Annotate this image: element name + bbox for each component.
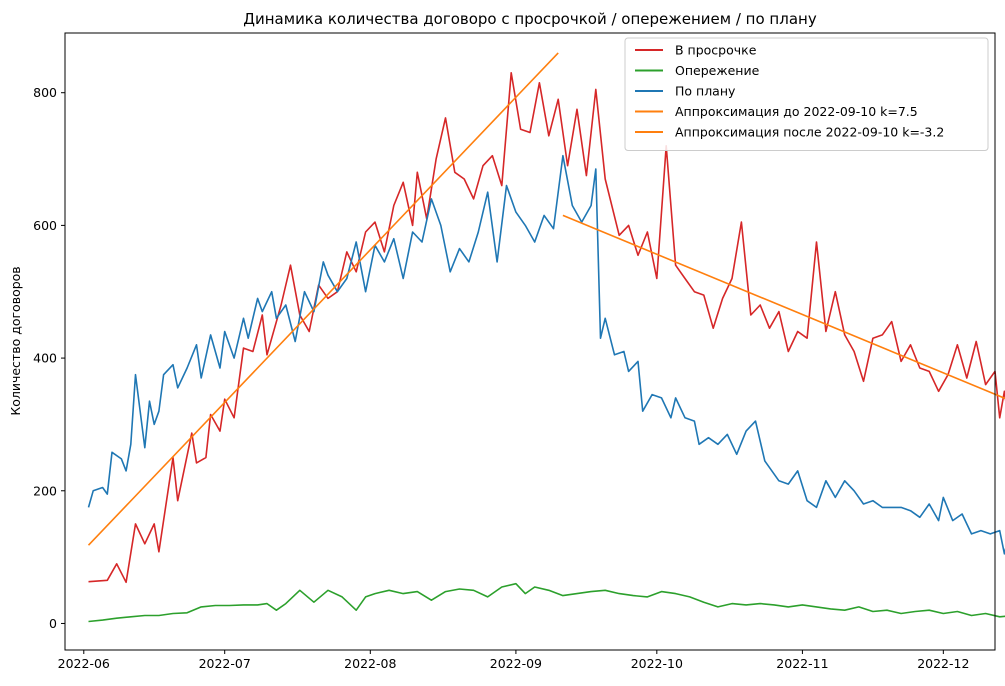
x-tick-label: 2022-11	[776, 656, 828, 671]
chart-title: Динамика количества договоро с просрочко…	[243, 10, 817, 28]
y-tick-label: 400	[33, 351, 57, 366]
x-tick-label: 2022-09	[490, 656, 542, 671]
x-tick-label: 2022-08	[344, 656, 396, 671]
y-tick-label: 0	[49, 616, 57, 631]
y-tick-label: 600	[33, 218, 57, 233]
legend-label: По плану	[675, 84, 736, 99]
y-tick-label: 800	[33, 85, 57, 100]
y-axis-label: Количество договоров	[8, 266, 23, 415]
legend-label: Аппроксимация после 2022-09-10 k=-3.2	[675, 125, 944, 140]
legend-label: Аппроксимация до 2022-09-10 k=7.5	[675, 104, 918, 119]
legend-label: В просрочке	[675, 43, 757, 58]
y-tick-label: 200	[33, 483, 57, 498]
x-tick-label: 2022-06	[58, 656, 110, 671]
legend: В просрочке Опережение По плану Аппроксимац…	[625, 38, 988, 151]
x-tick-label: 2022-07	[199, 656, 251, 671]
x-tick-label: 2022-12	[917, 656, 969, 671]
x-tick-label: 2022-10	[631, 656, 683, 671]
legend-label: Опережение	[675, 63, 760, 78]
